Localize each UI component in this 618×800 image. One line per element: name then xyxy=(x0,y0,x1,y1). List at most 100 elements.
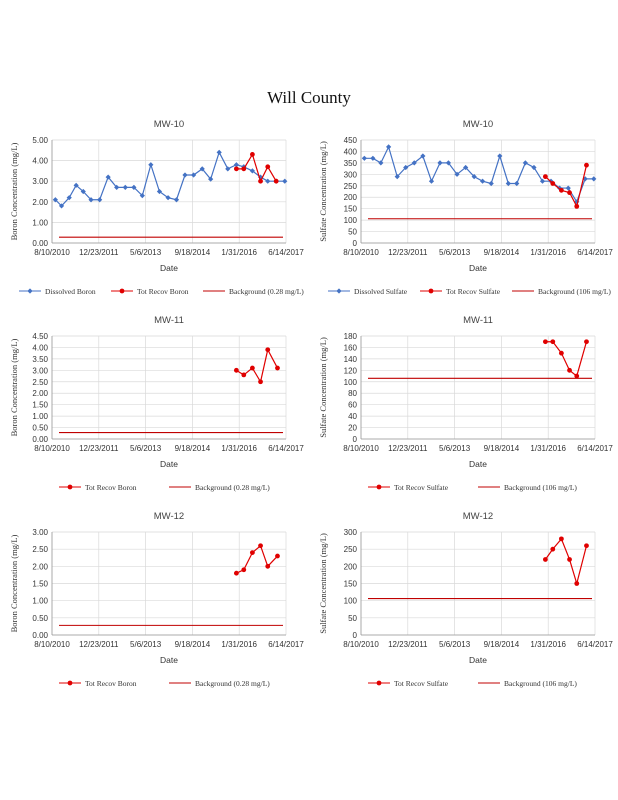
chart-mw10-sulfate: MW-10 0 50 100 150 200 250 300 350 400 450 8/10/201… xyxy=(318,119,613,296)
y-tick-label: 3.00 xyxy=(32,177,48,186)
data-point xyxy=(241,372,247,378)
x-tick-label: 1/31/2016 xyxy=(221,248,257,257)
data-point xyxy=(361,155,367,161)
x-tick-label: 5/6/2013 xyxy=(439,444,471,453)
data-point xyxy=(437,160,443,166)
y-tick-label: 4.00 xyxy=(32,157,48,166)
data-point xyxy=(488,180,494,187)
data-point xyxy=(73,182,79,188)
x-axis-label: Date xyxy=(160,263,178,273)
y-tick-label: 1.00 xyxy=(32,412,48,421)
x-tick-label: 9/18/2014 xyxy=(175,248,211,257)
chart-title: MW-10 xyxy=(154,119,184,130)
x-tick-label: 1/31/2016 xyxy=(221,444,257,453)
y-tick-label: 140 xyxy=(344,355,358,364)
y-tick-label: 0.50 xyxy=(32,614,48,623)
y-tick-label: 5.00 xyxy=(32,136,48,145)
y-tick-label: 60 xyxy=(348,401,357,410)
legend-label: Background (106 mg/L) xyxy=(538,287,611,296)
chart-title: MW-11 xyxy=(154,315,184,326)
y-tick-label: 200 xyxy=(344,562,358,571)
data-point xyxy=(233,166,239,172)
data-point xyxy=(139,193,145,199)
data-point xyxy=(542,174,548,180)
data-point xyxy=(233,162,239,168)
y-tick-label: 180 xyxy=(344,332,358,341)
x-tick-label: 1/31/2016 xyxy=(221,640,257,649)
data-point xyxy=(378,160,384,166)
data-point xyxy=(558,350,564,356)
x-axis-label: Date xyxy=(469,655,487,665)
data-point xyxy=(233,570,239,576)
legend-label: Tot Recov Sulfate xyxy=(394,483,449,492)
chart-mw12-sulfate: MW-12 0 50 100 150 200 250 300 8/10/2010 12/23/20… xyxy=(318,511,613,688)
y-tick-label: 3.00 xyxy=(32,366,48,375)
page-title: Will County xyxy=(267,88,351,107)
legend-marker xyxy=(67,484,73,490)
data-point xyxy=(567,557,572,562)
y-tick-label: 4.00 xyxy=(32,343,48,352)
legend-marker xyxy=(67,680,73,686)
data-point xyxy=(542,557,548,562)
legend-label: Dissolved Sulfate xyxy=(354,287,408,296)
y-tick-label: 0 xyxy=(353,435,358,444)
x-axis-label: Date xyxy=(469,459,487,469)
x-tick-label: 12/23/2011 xyxy=(79,444,119,453)
x-tick-label: 1/31/2016 xyxy=(530,640,566,649)
x-tick-label: 12/23/2011 xyxy=(388,444,428,453)
x-tick-label: 8/10/2010 xyxy=(343,444,379,453)
data-point xyxy=(558,187,564,193)
data-point xyxy=(550,546,556,552)
chart-title: MW-11 xyxy=(463,315,493,326)
x-tick-label: 12/23/2011 xyxy=(388,640,428,649)
x-tick-label: 8/10/2010 xyxy=(34,248,70,257)
x-tick-label: 8/10/2010 xyxy=(34,444,70,453)
x-tick-label: 5/6/2013 xyxy=(439,640,471,649)
data-point xyxy=(265,347,271,353)
data-point xyxy=(258,543,263,549)
legend-marker xyxy=(376,484,382,490)
y-tick-label: 50 xyxy=(348,614,357,623)
legend-label: Dissolved Boron xyxy=(45,287,96,296)
data-point xyxy=(249,550,255,555)
x-tick-label: 5/6/2013 xyxy=(130,248,162,257)
data-point xyxy=(122,184,128,190)
data-point xyxy=(394,174,400,180)
legend-label: Background (0.28 mg/L) xyxy=(229,287,304,296)
y-tick-label: 2.50 xyxy=(32,545,48,554)
y-tick-label: 300 xyxy=(344,170,358,179)
y-axis-label: Boron Concentration (mg/L) xyxy=(9,534,19,632)
y-axis-label: Boron Concentration (mg/L) xyxy=(9,338,19,436)
x-tick-label: 9/18/2014 xyxy=(484,640,520,649)
data-point xyxy=(257,174,264,180)
x-tick-label: 1/31/2016 xyxy=(530,444,566,453)
data-point xyxy=(584,162,589,168)
x-tick-label: 12/23/2011 xyxy=(79,640,119,649)
data-point xyxy=(131,184,137,190)
chart-mw12-boron: MW-12 0.00 0.50 1.00 1.50 2.00 2.50 3.00 8/10/20… xyxy=(9,511,304,688)
data-point xyxy=(80,188,86,195)
y-tick-label: 200 xyxy=(344,193,358,202)
chart-title: MW-10 xyxy=(463,119,493,130)
data-point xyxy=(574,581,580,586)
y-tick-label: 0 xyxy=(353,239,358,248)
x-tick-label: 9/18/2014 xyxy=(175,640,211,649)
data-point xyxy=(574,203,580,209)
y-tick-label: 100 xyxy=(344,597,358,606)
y-tick-label: 150 xyxy=(344,580,358,589)
y-axis-label: Sulfate Concentration (mg/L) xyxy=(318,337,328,438)
y-axis-label: Sulfate Concentration (mg/L) xyxy=(318,533,328,634)
x-tick-label: 12/23/2011 xyxy=(388,248,428,257)
chart-mw11-boron: MW-11 0.00 0.50 1.00 1.50 2.00 2.50 3.00 3.50 4.0… xyxy=(9,315,304,492)
chart-mw11-sulfate: MW-11 0 20 40 60 80 100 120 140 160 180 8/10/2010 12… xyxy=(318,315,613,492)
x-tick-label: 8/10/2010 xyxy=(343,248,379,257)
legend-label: Background (0.28 mg/L) xyxy=(195,679,270,688)
data-point xyxy=(105,174,111,180)
data-point xyxy=(114,184,120,190)
y-tick-label: 20 xyxy=(348,424,357,433)
x-tick-label: 9/18/2014 xyxy=(484,444,520,453)
data-point xyxy=(479,178,486,184)
y-tick-label: 40 xyxy=(348,412,357,421)
y-tick-label: 3.50 xyxy=(32,355,48,364)
y-tick-label: 120 xyxy=(344,366,358,375)
